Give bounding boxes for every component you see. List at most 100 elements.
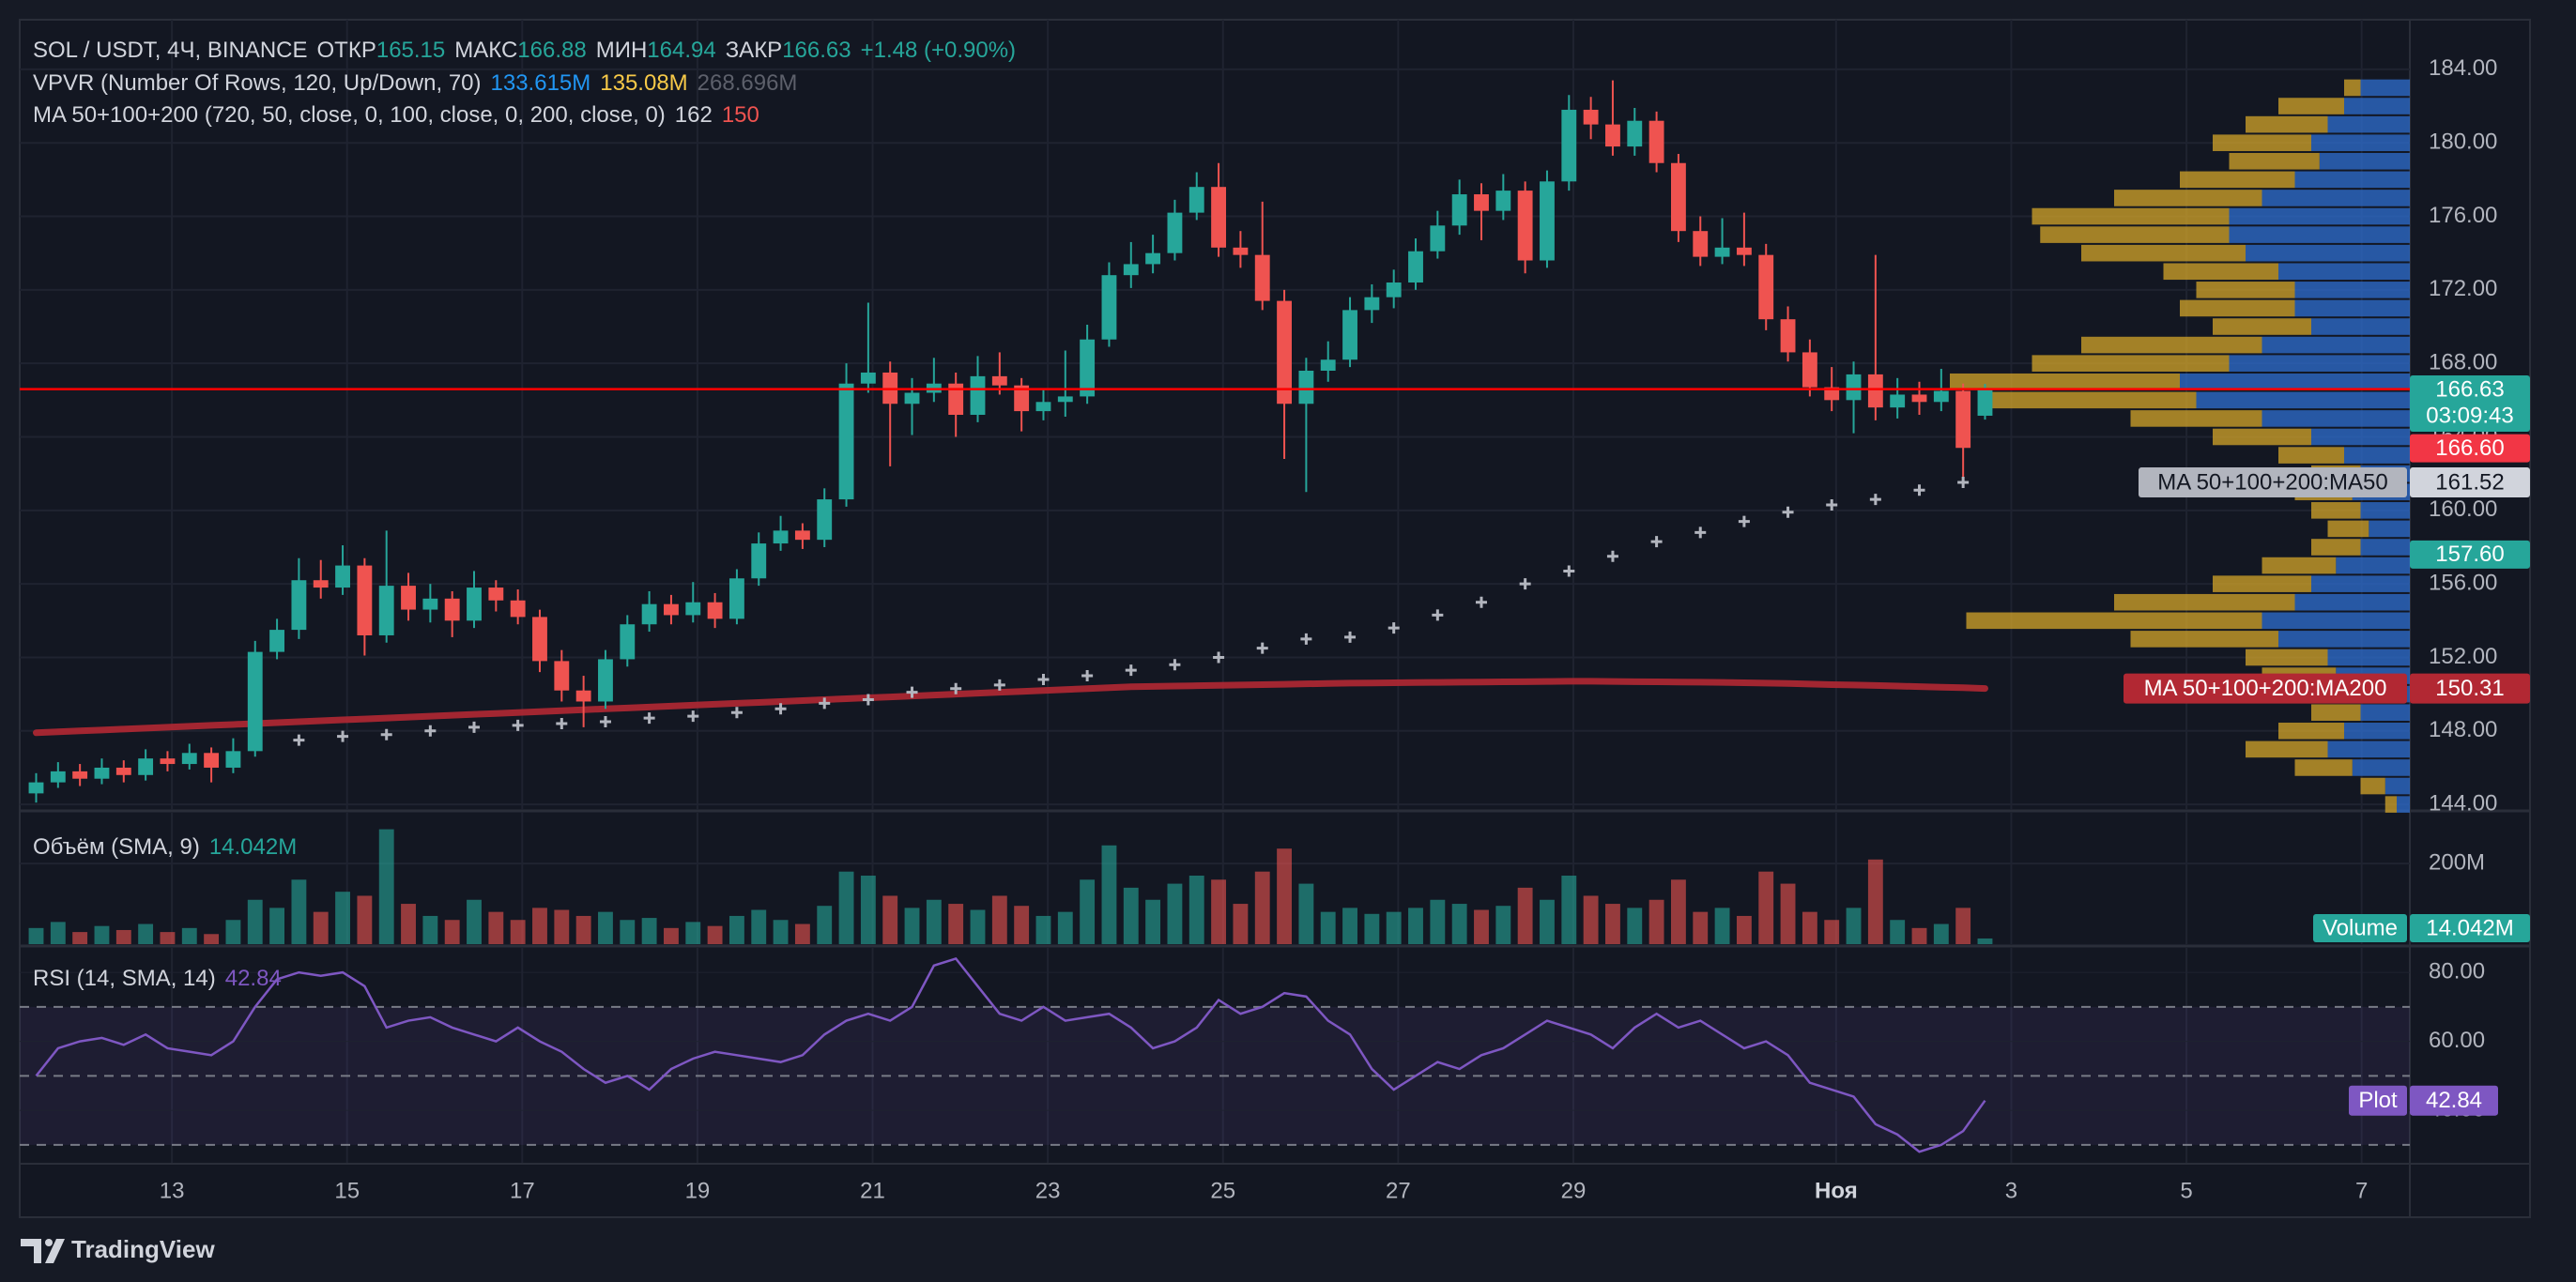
candle-body: [1430, 225, 1446, 252]
vpvr-up-row: [2327, 649, 2410, 666]
volume-bar: [1670, 879, 1686, 944]
volume-bar: [1693, 911, 1709, 944]
vpvr-up-row: [2384, 777, 2410, 795]
candle-body: [422, 598, 438, 610]
y-tick-label: 172.00: [2429, 276, 2497, 301]
volume-bar: [1145, 899, 1161, 944]
candle-body: [1890, 394, 1906, 408]
candle-body: [444, 598, 460, 621]
vpvr-down-row: [2344, 79, 2361, 97]
candle-body: [838, 383, 854, 500]
candle-body: [1911, 394, 1927, 403]
volume-bar: [1211, 879, 1227, 944]
candle-body: [1824, 387, 1840, 401]
candle-body: [467, 588, 482, 621]
candle-body: [1320, 359, 1336, 372]
ma50-point: [687, 710, 699, 723]
vpvr-down-row: [1950, 373, 2180, 390]
candle-body: [598, 659, 613, 702]
volume-bar: [664, 927, 679, 944]
volume-bar: [28, 927, 44, 944]
vpvr-up-row: [2311, 428, 2410, 446]
volume-bar: [1824, 920, 1840, 944]
volume-bar: [794, 923, 810, 944]
vpvr-down-row: [2114, 593, 2295, 611]
vpvr-up-row: [2360, 539, 2410, 556]
ma50-point: [774, 703, 787, 715]
candle-body: [1736, 247, 1752, 255]
candle-body: [28, 782, 44, 794]
vpvr-up-row: [2319, 152, 2410, 170]
logo-dot: [45, 1239, 53, 1246]
candle-body: [1211, 187, 1227, 248]
x-tick-label: 17: [510, 1178, 535, 1203]
x-tick-label: 7: [2355, 1178, 2368, 1203]
vpvr-up-row: [2360, 79, 2410, 97]
vpvr-down-row: [2360, 777, 2385, 795]
ma50-point: [1913, 484, 1925, 496]
candle-body: [1648, 120, 1664, 163]
vpvr-up-row: [2196, 391, 2410, 409]
volume-bar: [1014, 906, 1030, 944]
volume-bar: [313, 911, 329, 944]
ma50-point: [1213, 651, 1225, 664]
candle-body: [401, 586, 416, 610]
vpvr-total: 268.696M: [697, 70, 798, 96]
candle-body: [225, 751, 241, 768]
vpvr-up-row: [2180, 373, 2410, 390]
candle-body: [1145, 252, 1161, 265]
volume-bar: [1911, 927, 1927, 944]
price-line-label-box: [2410, 434, 2530, 463]
ma50-point: [380, 728, 392, 740]
ma50-point: [906, 686, 918, 698]
vpvr-down-row: [2311, 704, 2361, 722]
x-tick-label: 5: [2180, 1178, 2192, 1203]
ma-value: 150: [721, 102, 759, 128]
candle-body: [1540, 181, 1555, 261]
ma-legend: MA 50+100+200 (720, 50, close, 0, 100, c…: [33, 102, 769, 129]
ma50-point: [993, 679, 1005, 691]
last-price: 166.63: [2435, 376, 2504, 402]
volume-bar: [225, 920, 241, 944]
volume-bar: [1605, 904, 1620, 944]
volume-bar: [904, 908, 920, 944]
rsi-name: Plot: [2358, 1088, 2398, 1113]
ma50-point: [337, 730, 349, 742]
ma-title: MA 50+100+200 (720, 50, close, 0, 100, c…: [33, 102, 666, 128]
vpvr-down-row: [2278, 98, 2344, 114]
ma200-value-box: [2410, 673, 2530, 704]
candle-body: [904, 392, 920, 404]
vpvr-up-row: [2344, 723, 2410, 740]
candle-body: [1101, 275, 1117, 340]
x-tick-label: 21: [860, 1178, 885, 1203]
candle-body: [1867, 374, 1883, 408]
rsi-name-box: [2349, 1085, 2407, 1116]
candle-body: [1014, 385, 1030, 412]
y-tick-label: 156.00: [2429, 570, 2497, 595]
volume-bar: [1495, 906, 1511, 944]
ma50-point: [468, 721, 481, 733]
vpvr-down-row: [2213, 575, 2311, 592]
vpvr-down-row: [2246, 649, 2328, 666]
vpvr-up-row: [2360, 704, 2410, 722]
ma50-point: [1037, 673, 1050, 685]
y-tick-label: 80.00: [2429, 958, 2485, 984]
volume-bar: [882, 895, 898, 944]
volume-title: Объём (SMA, 9): [33, 834, 200, 860]
ma50-point: [424, 725, 437, 737]
volume-bar: [1627, 908, 1643, 944]
candle-body: [269, 630, 285, 652]
vpvr-up-row: [2344, 98, 2410, 114]
volume-bar: [1277, 848, 1292, 944]
low-value: 164.94: [647, 38, 716, 63]
volume-bar: [641, 918, 657, 944]
vpvr-up-row: [2278, 631, 2410, 648]
volume-bar: [991, 895, 1007, 944]
candle-body: [1298, 371, 1314, 404]
volume-bar: [1430, 899, 1446, 944]
volume-bar: [357, 895, 373, 944]
last-price-box: [2410, 374, 2530, 432]
y-tick-label: 60.00: [2429, 1028, 2485, 1053]
y-tick-label: 160.00: [2429, 496, 2497, 522]
